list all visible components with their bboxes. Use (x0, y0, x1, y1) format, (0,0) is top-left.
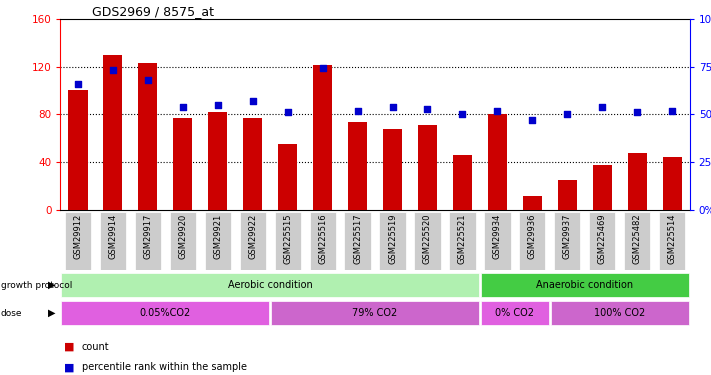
FancyBboxPatch shape (449, 212, 476, 270)
Point (492, 108, 503, 114)
Text: GSM29917: GSM29917 (144, 214, 152, 259)
Bar (208, 112, 228, 210)
FancyBboxPatch shape (481, 301, 549, 325)
Point (282, 110, 294, 116)
Point (177, 104, 188, 110)
Text: ▶: ▶ (48, 280, 55, 290)
Text: GSM29921: GSM29921 (213, 214, 223, 259)
Bar (348, 122, 367, 210)
Bar (243, 118, 262, 210)
Bar (138, 63, 157, 210)
Bar (313, 65, 332, 210)
Text: ▶: ▶ (48, 308, 55, 318)
Point (317, 66, 328, 72)
Text: GSM225520: GSM225520 (423, 214, 432, 264)
Point (527, 117, 538, 123)
FancyBboxPatch shape (554, 212, 580, 270)
Text: ■: ■ (64, 342, 75, 352)
FancyBboxPatch shape (589, 212, 616, 270)
Text: 0% CO2: 0% CO2 (496, 308, 535, 318)
Point (107, 68, 119, 74)
Bar (663, 158, 682, 210)
FancyBboxPatch shape (240, 212, 266, 270)
FancyBboxPatch shape (61, 273, 479, 297)
Text: GSM225519: GSM225519 (388, 214, 397, 264)
Text: GSM225521: GSM225521 (458, 214, 467, 264)
Text: growth protocol: growth protocol (1, 280, 72, 290)
Point (422, 106, 433, 112)
Text: GSM225469: GSM225469 (598, 214, 606, 264)
Bar (488, 114, 507, 210)
Text: GSM225515: GSM225515 (283, 214, 292, 264)
FancyBboxPatch shape (484, 212, 510, 270)
Bar (383, 129, 402, 210)
Text: GSM225516: GSM225516 (318, 214, 327, 264)
Bar (523, 196, 542, 210)
Text: GSM29936: GSM29936 (528, 214, 537, 259)
Text: GSM29934: GSM29934 (493, 214, 502, 259)
Text: count: count (82, 342, 109, 352)
Point (212, 102, 223, 108)
FancyBboxPatch shape (309, 212, 336, 270)
FancyBboxPatch shape (344, 212, 370, 270)
FancyBboxPatch shape (205, 212, 231, 270)
FancyBboxPatch shape (481, 273, 689, 297)
Text: GSM29914: GSM29914 (108, 214, 117, 259)
Text: GSM225514: GSM225514 (668, 214, 677, 264)
Point (666, 108, 678, 114)
Point (352, 108, 363, 114)
Text: ■: ■ (64, 363, 75, 372)
Text: GSM29912: GSM29912 (73, 214, 82, 259)
Point (247, 98, 258, 104)
Bar (593, 165, 612, 210)
Bar (103, 55, 122, 210)
Bar (278, 144, 297, 210)
FancyBboxPatch shape (65, 212, 91, 270)
FancyBboxPatch shape (100, 212, 126, 270)
Bar (628, 153, 647, 210)
Point (456, 111, 468, 117)
FancyBboxPatch shape (519, 212, 545, 270)
Text: 0.05%CO2: 0.05%CO2 (139, 308, 191, 318)
Bar (557, 180, 577, 210)
Text: Anaerobic condition: Anaerobic condition (536, 280, 634, 290)
Text: GDS2969 / 8575_at: GDS2969 / 8575_at (92, 4, 214, 18)
Bar (173, 118, 193, 210)
FancyBboxPatch shape (659, 212, 685, 270)
Text: GSM29922: GSM29922 (248, 214, 257, 259)
Text: 79% CO2: 79% CO2 (353, 308, 397, 318)
Text: Aerobic condition: Aerobic condition (228, 280, 313, 290)
Point (631, 110, 643, 116)
Text: GSM29920: GSM29920 (178, 214, 187, 259)
Point (73, 81, 84, 87)
Point (142, 77, 154, 83)
Text: GSM225482: GSM225482 (633, 214, 642, 264)
Bar (418, 125, 437, 210)
Point (387, 104, 398, 110)
Point (597, 104, 608, 110)
Bar (453, 155, 472, 210)
Point (562, 111, 573, 117)
FancyBboxPatch shape (61, 301, 269, 325)
Bar (68, 90, 87, 210)
Text: GSM29937: GSM29937 (563, 214, 572, 259)
FancyBboxPatch shape (134, 212, 161, 270)
FancyBboxPatch shape (415, 212, 441, 270)
Text: dose: dose (1, 309, 22, 318)
FancyBboxPatch shape (271, 301, 479, 325)
FancyBboxPatch shape (624, 212, 651, 270)
FancyBboxPatch shape (274, 212, 301, 270)
FancyBboxPatch shape (550, 301, 689, 325)
FancyBboxPatch shape (380, 212, 406, 270)
Text: 100% CO2: 100% CO2 (594, 308, 646, 318)
Text: percentile rank within the sample: percentile rank within the sample (82, 363, 247, 372)
Text: GSM225517: GSM225517 (353, 214, 362, 264)
FancyBboxPatch shape (170, 212, 196, 270)
